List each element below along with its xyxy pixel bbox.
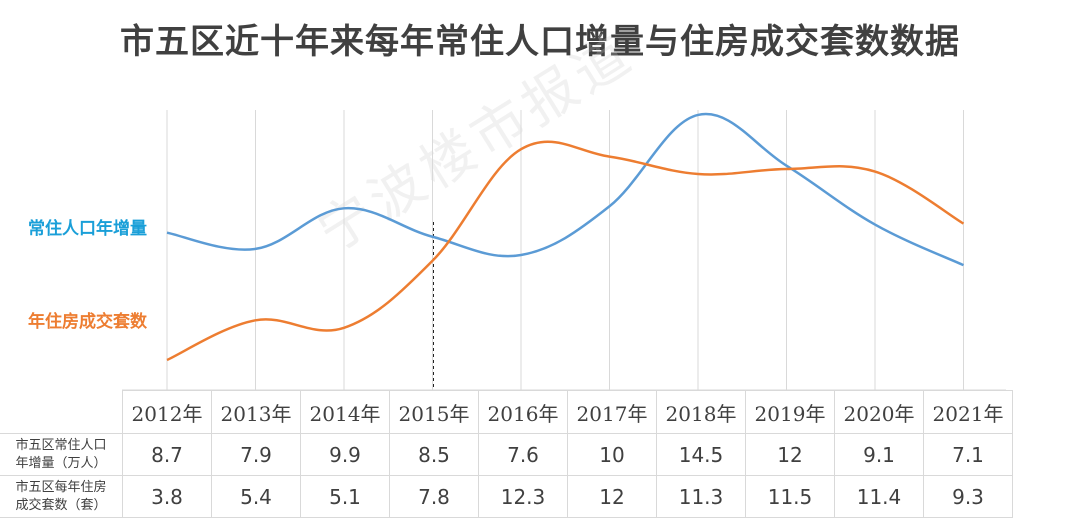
housing-value: 11.3 (656, 475, 746, 518)
population-value: 7.1 (923, 433, 1013, 476)
data-table: 2012年 2013年 2014年 2015年 2016年 2017年 2018… (0, 390, 1013, 518)
year-header: 2018年 (656, 390, 746, 434)
year-header: 2012年 (122, 390, 212, 434)
year-header: 2016年 (478, 390, 568, 434)
population-row: 市五区常住人口 年增量（万人） 8.7 7.9 9.9 8.5 7.6 10 1… (0, 433, 1013, 476)
series-line-housing (166, 140, 965, 362)
population-value: 7.6 (478, 433, 568, 476)
series-line-population (166, 112, 965, 267)
population-value: 8.7 (122, 433, 212, 476)
year-header: 2020年 (834, 390, 924, 434)
housing-value: 12.3 (478, 475, 568, 518)
series-label-population: 常住人口年增量 (28, 219, 147, 239)
housing-value: 5.4 (211, 475, 301, 518)
year-header: 2013年 (211, 390, 301, 434)
population-value: 14.5 (656, 433, 746, 476)
housing-value: 7.8 (389, 475, 479, 518)
population-value: 9.1 (834, 433, 924, 476)
year-header: 2014年 (300, 390, 390, 434)
housing-value: 11.4 (834, 475, 924, 518)
series-label-housing: 年住房成交套数 (28, 312, 147, 332)
housing-value: 11.5 (745, 475, 835, 518)
table-corner (0, 390, 123, 434)
row-label-line: 成交套数（套） (15, 497, 107, 513)
population-value: 12 (745, 433, 835, 476)
housing-value: 9.3 (923, 475, 1013, 518)
housing-row-header: 市五区每年住房 成交套数（套） (0, 475, 123, 518)
year-header: 2015年 (389, 390, 479, 434)
population-value: 7.9 (211, 433, 301, 476)
population-row-header: 市五区常住人口 年增量（万人） (0, 433, 123, 476)
housing-value: 12 (567, 475, 657, 518)
population-value: 10 (567, 433, 657, 476)
year-header-row: 2012年 2013年 2014年 2015年 2016年 2017年 2018… (0, 390, 1013, 434)
chart-title: 市五区近十年来每年常住人口增量与住房成交套数数据 (120, 22, 960, 62)
housing-value: 5.1 (300, 475, 390, 518)
row-label-line: 市五区每年住房 (15, 479, 107, 495)
population-value: 9.9 (300, 433, 390, 476)
housing-value: 3.8 (122, 475, 212, 518)
year-header: 2017年 (567, 390, 657, 434)
year-header: 2021年 (923, 390, 1013, 434)
row-label-line: 年增量（万人） (15, 455, 107, 471)
housing-row: 市五区每年住房 成交套数（套） 3.8 5.4 5.1 7.8 12.3 12 … (0, 475, 1013, 518)
population-value: 8.5 (389, 433, 479, 476)
year-header: 2019年 (745, 390, 835, 434)
row-label-line: 市五区常住人口 (15, 437, 107, 453)
